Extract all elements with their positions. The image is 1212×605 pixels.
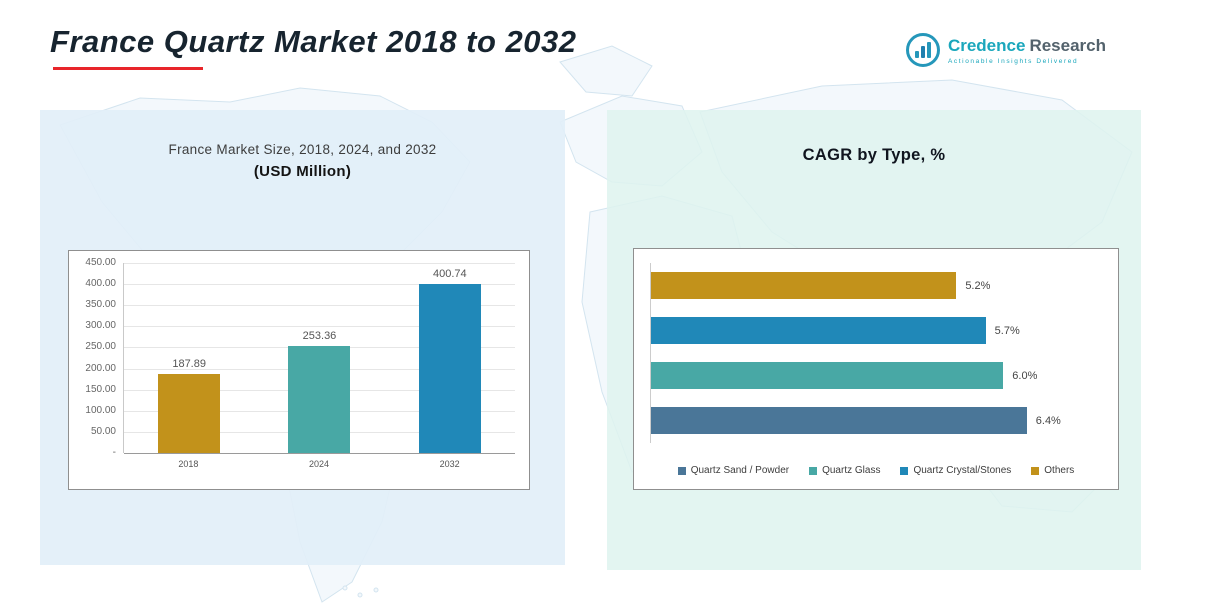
legend-item: Others	[1031, 465, 1074, 476]
y-tick-label: 300.00	[85, 320, 116, 332]
cagr-bar-row-quartz-sand-powder: 6.4%	[651, 398, 1062, 443]
y-tick-label: 350.00	[85, 299, 116, 311]
market-size-bars: 187.89 253.36 400.74	[124, 263, 515, 453]
cagr-bar	[651, 272, 957, 299]
cagr-title: CAGR by Type, %	[802, 146, 946, 164]
legend-item: Quartz Glass	[809, 465, 880, 476]
bar-group-2018: 187.89	[131, 263, 248, 453]
bar-group-2024: 253.36	[261, 263, 378, 453]
legend-swatch	[677, 466, 686, 475]
market-size-subtitle: (USD Million)	[253, 163, 352, 180]
logo-tagline: Actionable Insights Delivered	[947, 57, 1079, 65]
x-tick-label: 2024	[308, 459, 329, 469]
cagr-bar-row-quartz-glass: 6.0%	[651, 353, 1062, 398]
bar-value-label: 400.74	[432, 267, 467, 280]
legend-label: Quartz Sand / Powder	[690, 465, 790, 476]
gridline	[124, 326, 515, 328]
y-tick-label: 450.00	[85, 257, 116, 268]
legend-swatch	[1031, 466, 1040, 475]
cagr-bar-value-label: 6.4%	[1035, 414, 1061, 427]
y-tick-label: 250.00	[85, 341, 116, 353]
title-underline-accent	[53, 67, 203, 70]
cagr-bars: 5.2% 5.7% 6.0% 6.4%	[650, 263, 1104, 443]
logo-name-secondary: Research	[1029, 35, 1106, 55]
market-size-panel: France Market Size, 2018, 2024, and 2032…	[40, 110, 565, 565]
market-size-x-labels: 2018 2024 2032	[123, 459, 515, 469]
credence-research-logo: Credence Research Actionable Insights Del…	[905, 33, 1106, 67]
x-tick-label: 2018	[178, 459, 199, 469]
cagr-panel: CAGR by Type, % 5.2% 5.7% 6.0% 6.4% Quartz …	[607, 110, 1141, 570]
bar-value-label: 253.36	[302, 330, 337, 343]
market-size-y-axis: 450.00 400.00 350.00 300.00 250.00 200.00 150.…	[77, 258, 123, 458]
gridline	[124, 284, 515, 286]
cagr-legend: Quartz Sand / Powder Quartz Glass Quartz C…	[634, 465, 1118, 476]
logo-bar-chart-icon	[905, 33, 940, 67]
market-size-chart: 450.00 400.00 350.00 300.00 250.00 200.00 150.…	[68, 250, 530, 490]
cagr-bar-value-label: 5.2%	[965, 279, 991, 292]
legend-item: Quartz Crystal/Stones	[900, 465, 1011, 476]
market-size-plot: 187.89 253.36 400.74	[123, 263, 515, 454]
cagr-bar	[651, 317, 986, 344]
y-tick-label: 100.00	[85, 404, 116, 416]
market-size-title: France Market Size, 2018, 2024, and 2032	[168, 142, 437, 157]
gridline	[124, 263, 515, 264]
y-tick-label: 150.00	[85, 383, 116, 395]
legend-label: Quartz Crystal/Stones	[913, 465, 1012, 476]
legend-item: Quartz Sand / Powder	[677, 465, 790, 476]
cagr-bar-row-quartz-crystal-stones: 5.7%	[651, 308, 1062, 353]
logo-text: Credence Research Actionable Insights Del…	[948, 36, 1106, 65]
y-tick-label: -	[112, 446, 116, 458]
y-tick-label: 50.00	[90, 425, 116, 437]
logo-name-primary: Credence	[947, 35, 1026, 55]
header: France Quartz Market 2018 to 2032	[50, 24, 577, 70]
cagr-bar	[651, 407, 1027, 434]
cagr-bar-value-label: 5.7%	[994, 324, 1020, 337]
bar-2018	[158, 373, 221, 453]
cagr-bar	[651, 362, 1004, 389]
market-size-heading: France Market Size, 2018, 2024, and 2032…	[40, 142, 565, 180]
gridline	[124, 453, 515, 454]
bar-value-label: 187.89	[172, 357, 206, 370]
bar-2032	[418, 283, 481, 453]
bar-2024	[288, 346, 351, 453]
logo-name: Credence Research	[948, 36, 1106, 56]
legend-label: Others	[1044, 465, 1075, 476]
y-tick-label: 400.00	[85, 278, 116, 290]
x-axis-spacer	[77, 459, 123, 469]
cagr-chart: 5.2% 5.7% 6.0% 6.4% Quartz Sand / Powder Qua…	[633, 248, 1119, 490]
cagr-bar-value-label: 6.0%	[1012, 369, 1038, 382]
y-tick-label: 200.00	[85, 362, 116, 374]
legend-swatch	[809, 466, 818, 475]
legend-swatch	[900, 466, 909, 475]
bar-group-2032: 400.74	[391, 263, 508, 453]
x-tick-label: 2032	[439, 459, 460, 469]
cagr-bar-row-others: 5.2%	[651, 263, 1062, 308]
gridline	[124, 305, 515, 307]
page-title: France Quartz Market 2018 to 2032	[50, 24, 577, 59]
legend-label: Quartz Glass	[822, 465, 881, 476]
